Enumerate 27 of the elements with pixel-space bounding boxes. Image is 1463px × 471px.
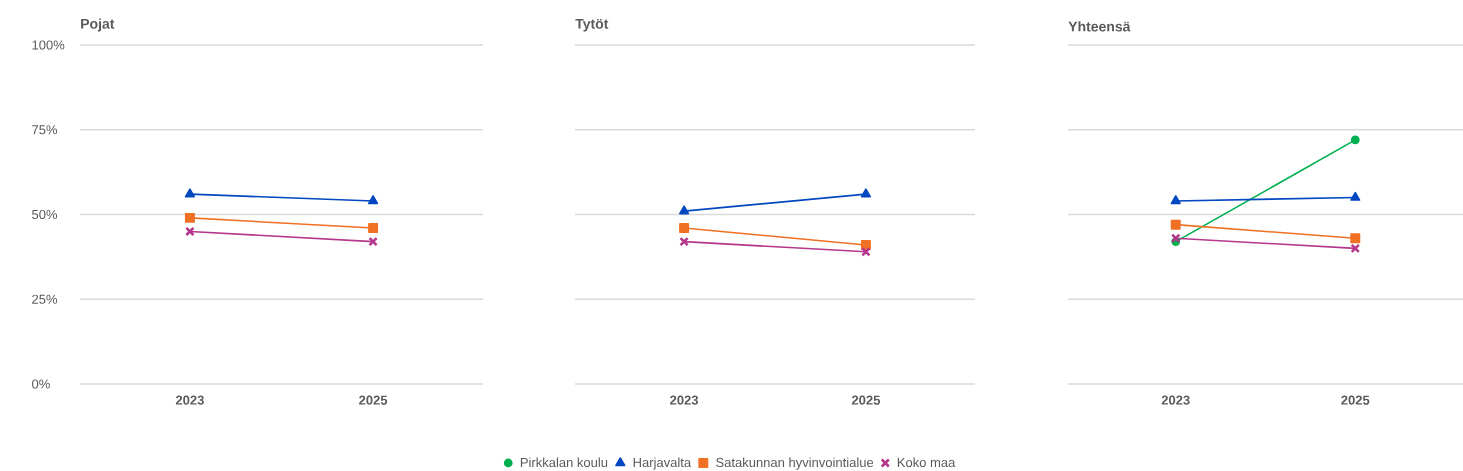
y-tick-label: 0% — [32, 379, 50, 389]
x-tick-label: 2025 — [359, 395, 388, 405]
legend-label: Harjavalta — [633, 457, 692, 470]
y-tick-label: 100% — [32, 40, 65, 50]
legend-label: Koko maa — [897, 457, 956, 468]
point — [679, 236, 689, 247]
point — [861, 246, 871, 257]
point — [679, 223, 690, 234]
chart-title: Yhteensä — [1068, 21, 1131, 32]
point — [1170, 219, 1181, 230]
point — [1350, 135, 1360, 145]
point — [1170, 233, 1181, 244]
x-tick-label: 2025 — [851, 395, 881, 405]
x-tick-label: 2023 — [670, 395, 699, 405]
chart-title: Pojat — [81, 18, 115, 32]
y-tick-label: 25% — [32, 294, 58, 304]
x-tick-label: 2023 — [175, 395, 204, 405]
point — [860, 240, 871, 250]
legend-label: Satakunnan hyvinvointialue — [716, 457, 874, 470]
point — [1350, 233, 1361, 244]
x-tick-label: 2025 — [1341, 395, 1370, 405]
y-tick-label: 75% — [32, 125, 58, 135]
legend-label: Pirkkalan koulu — [520, 457, 608, 468]
x-tick-label: 2023 — [1161, 395, 1190, 405]
point — [1350, 243, 1361, 254]
chart-title: Tytöt — [575, 18, 609, 32]
y-tick-label: 50% — [32, 209, 58, 220]
